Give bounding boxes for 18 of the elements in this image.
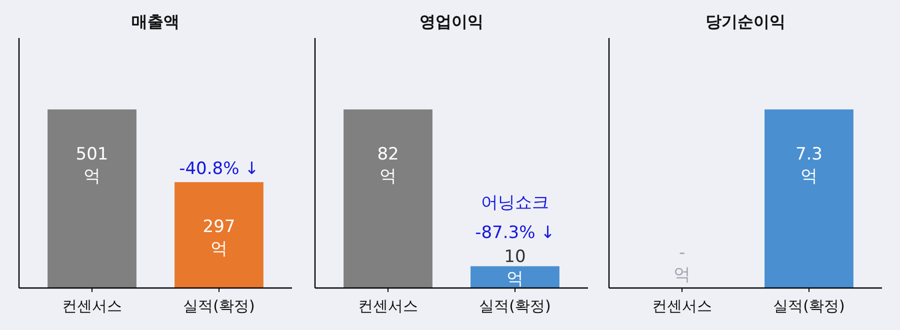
data-label: 297 억 <box>202 217 236 260</box>
data-label: 7.3 억 <box>795 144 823 186</box>
text: - 억 <box>674 243 691 285</box>
data-label: 82 억 <box>377 144 399 186</box>
x-tick-label: 컨센서스 <box>652 297 712 315</box>
chart-title: 영업이익 <box>420 12 484 31</box>
chart-title: 매출액 <box>132 12 180 31</box>
annotation: 어닝쇼크 <box>480 193 549 213</box>
data-label: 10 억 <box>504 247 526 289</box>
x-tick-label: 컨센서스 <box>62 297 122 315</box>
annotation: -40.8% ↓ <box>179 159 259 180</box>
x-tick-label: 컨센서스 <box>358 297 418 315</box>
annotation: -87.3% ↓ <box>475 223 555 243</box>
x-tick-label: 실적(확정) <box>479 297 551 315</box>
x-tick-label: 실적(확정) <box>773 297 845 315</box>
x-tick-label: 실적(확정) <box>183 297 255 315</box>
chart-title: 당기순이익 <box>706 12 786 31</box>
data-label: 501 억 <box>76 144 108 186</box>
